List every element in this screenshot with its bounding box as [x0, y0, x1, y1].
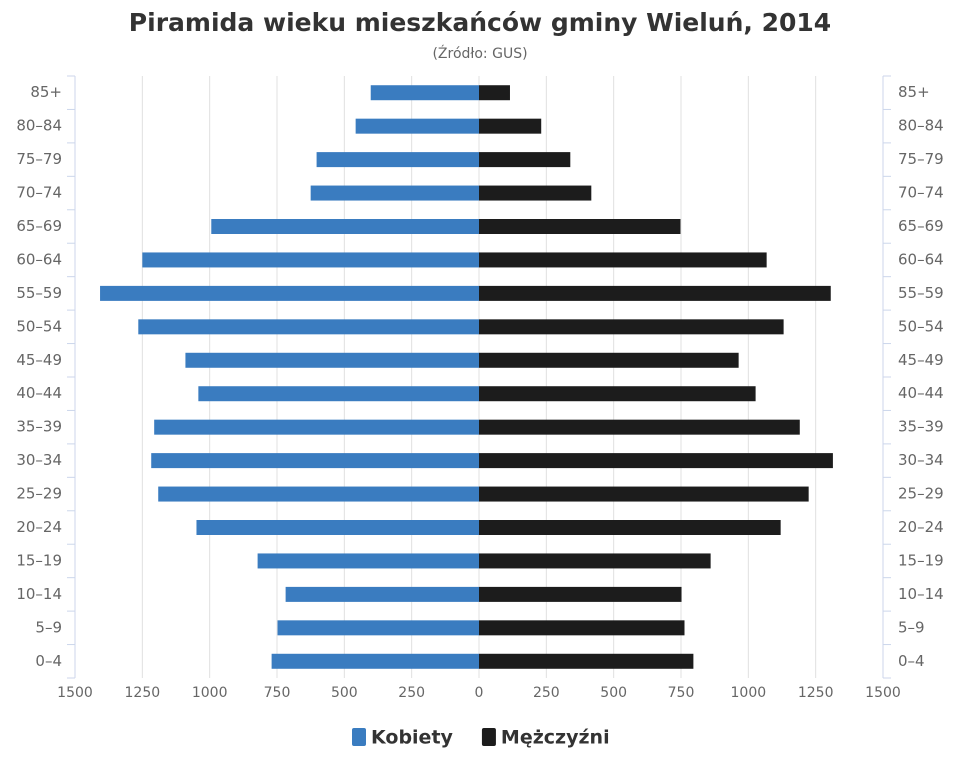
- x-tick-label: 1250: [125, 685, 161, 701]
- y-tick-label: 60–64: [898, 250, 944, 268]
- legend-swatch: [481, 728, 496, 746]
- bar: [277, 620, 479, 636]
- bar: [479, 152, 571, 168]
- bar: [479, 252, 767, 268]
- x-tick-label: 500: [600, 685, 627, 701]
- y-tick-label: 5–9: [35, 618, 62, 636]
- y-tick-label: 70–74: [898, 184, 944, 202]
- y-tick-label: 10–14: [898, 585, 944, 603]
- bar: [138, 319, 479, 335]
- bar: [370, 85, 479, 101]
- bar: [154, 419, 479, 435]
- y-tick-label: 45–49: [898, 351, 944, 369]
- bar: [142, 252, 480, 268]
- bar: [158, 486, 479, 502]
- y-tick-label: 70–74: [16, 184, 62, 202]
- y-tick-label: 25–29: [898, 485, 944, 503]
- y-tick-label: 5–9: [898, 618, 925, 636]
- chart-subtitle: (Źródło: GUS): [432, 44, 527, 62]
- y-tick-label: 30–34: [16, 451, 62, 469]
- bar: [285, 586, 479, 602]
- y-tick-label: 40–44: [16, 384, 62, 402]
- bar: [479, 620, 685, 636]
- x-tick-label: 1000: [192, 685, 228, 701]
- y-tick-label: 50–54: [898, 317, 944, 335]
- bar: [211, 219, 480, 234]
- y-tick-label: 40–44: [898, 384, 944, 402]
- x-tick-label: 250: [533, 685, 560, 701]
- bar: [198, 386, 479, 402]
- y-tick-label: 35–39: [898, 418, 944, 436]
- bar: [479, 553, 711, 569]
- y-tick-label: 80–84: [898, 117, 944, 135]
- bar: [479, 85, 510, 101]
- bar: [355, 118, 479, 134]
- y-tick-label: 15–19: [16, 551, 62, 569]
- x-tick-label: 250: [398, 685, 425, 701]
- bar: [316, 152, 479, 168]
- bar: [271, 653, 479, 669]
- chart-title: Piramida wieku mieszkańców gminy Wieluń,…: [129, 8, 831, 37]
- legend-label: Kobiety: [371, 727, 454, 749]
- bar: [479, 319, 784, 335]
- y-tick-label: 15–19: [898, 551, 944, 569]
- legend-swatch: [352, 728, 366, 746]
- bar: [185, 352, 479, 368]
- x-tick-label: 500: [331, 685, 358, 701]
- legend-label: Mężczyźni: [501, 727, 610, 749]
- y-tick-label: 55–59: [898, 284, 944, 302]
- y-tick-label: 20–24: [898, 518, 944, 536]
- x-tick-label: 750: [264, 685, 291, 701]
- bar: [479, 219, 681, 234]
- y-tick-label: 35–39: [16, 418, 62, 436]
- y-tick-label: 75–79: [898, 150, 944, 168]
- y-tick-label: 25–29: [16, 485, 62, 503]
- y-tick-label: 60–64: [16, 250, 62, 268]
- y-tick-label: 50–54: [16, 317, 62, 335]
- bar: [479, 486, 809, 502]
- bar: [196, 520, 479, 535]
- bar: [100, 285, 479, 301]
- bar: [257, 553, 479, 569]
- bar: [479, 586, 682, 602]
- bar: [479, 520, 781, 535]
- y-tick-label: 85+: [30, 83, 62, 101]
- x-tick-label: 1500: [57, 685, 93, 701]
- bar: [479, 118, 542, 134]
- bar: [479, 285, 831, 301]
- y-tick-label: 0–4: [35, 652, 62, 670]
- y-tick-label: 20–24: [16, 518, 62, 536]
- y-tick-label: 0–4: [898, 652, 925, 670]
- x-tick-label: 1250: [798, 685, 834, 701]
- y-tick-label: 80–84: [16, 117, 62, 135]
- bar: [479, 453, 833, 469]
- x-tick-label: 0: [475, 685, 484, 701]
- y-tick-label: 65–69: [16, 217, 62, 235]
- x-tick-label: 1500: [865, 685, 901, 701]
- y-tick-label: 65–69: [898, 217, 944, 235]
- bar: [479, 352, 739, 368]
- bar: [479, 653, 694, 669]
- x-tick-label: 750: [668, 685, 695, 701]
- bar: [151, 453, 480, 469]
- y-tick-label: 55–59: [16, 284, 62, 302]
- bar: [479, 386, 756, 402]
- y-tick-label: 85+: [898, 83, 930, 101]
- bar: [479, 419, 800, 435]
- bar: [310, 185, 479, 201]
- y-tick-label: 30–34: [898, 451, 944, 469]
- y-tick-label: 75–79: [16, 150, 62, 168]
- x-tick-label: 1000: [731, 685, 767, 701]
- y-tick-label: 10–14: [16, 585, 62, 603]
- bar: [479, 185, 592, 201]
- y-tick-label: 45–49: [16, 351, 62, 369]
